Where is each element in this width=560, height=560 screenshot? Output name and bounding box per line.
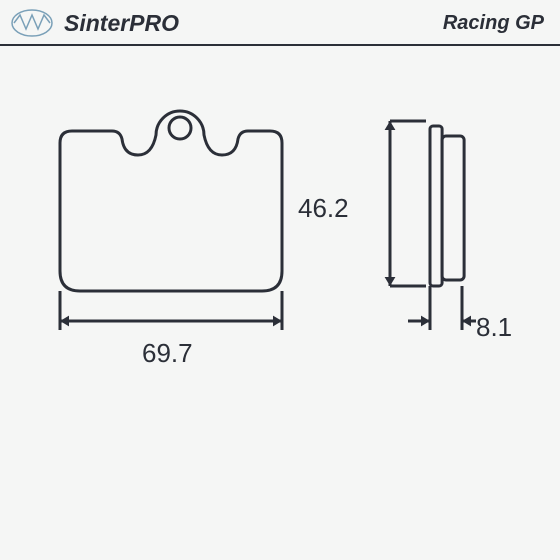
technical-diagram: 69.7 46.2 8.1 xyxy=(0,46,560,546)
product-line: Racing GP xyxy=(443,12,544,35)
brand-logo-icon xyxy=(10,8,54,38)
header-left: SinterPRO xyxy=(10,8,179,38)
width-dimension: 69.7 xyxy=(142,338,193,369)
height-dimension: 46.2 xyxy=(298,193,349,224)
thickness-dimension: 8.1 xyxy=(476,312,512,343)
header-bar: SinterPRO Racing GP xyxy=(0,0,560,46)
brand-name: SinterPRO xyxy=(64,10,179,37)
diagram-svg xyxy=(0,46,560,546)
